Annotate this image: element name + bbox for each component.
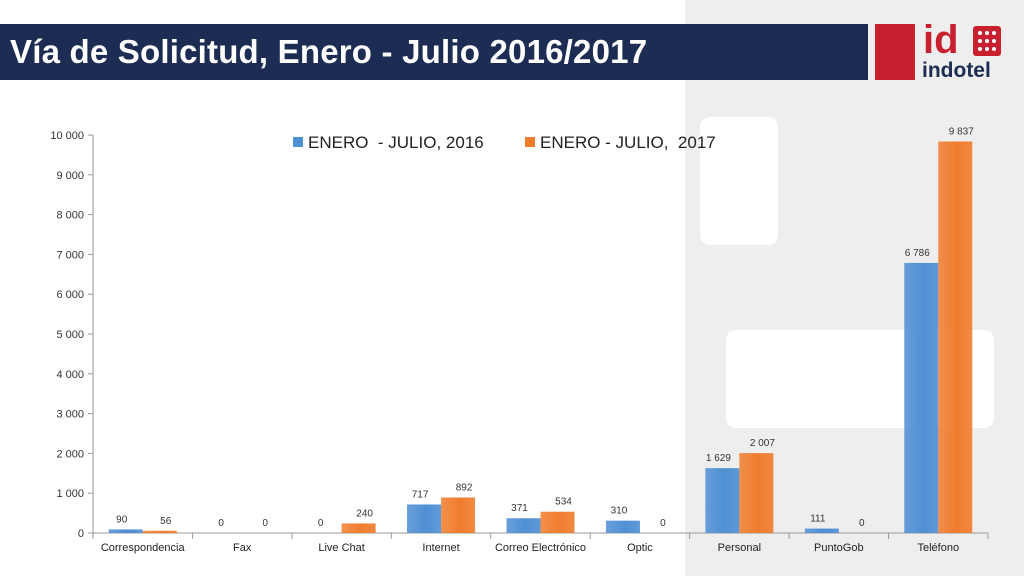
category-label: Correspondencia (101, 542, 186, 554)
y-tick-label: 7 000 (56, 249, 84, 261)
legend-label: ENERO - JULIO, 2016 (308, 133, 484, 152)
keypad-icon (973, 26, 1001, 56)
logo-mark: id (923, 18, 959, 62)
data-label: 1 629 (706, 453, 731, 464)
data-label: 111 (810, 514, 826, 525)
bar-2017 (540, 511, 575, 533)
bar-2016 (108, 529, 143, 533)
category-label: Correo Electrónico (495, 542, 586, 554)
background-panel-cutout (700, 117, 778, 245)
page-title: Vía de Solicitud, Enero - Julio 2016/201… (10, 33, 648, 70)
title-bar: Vía de Solicitud, Enero - Julio 2016/201… (0, 24, 868, 80)
data-label: 90 (116, 514, 128, 525)
data-label: 2 007 (750, 438, 775, 449)
data-label: 0 (262, 518, 268, 529)
data-label: 310 (611, 506, 628, 517)
logo-red-block (875, 24, 915, 80)
bar-2016 (407, 504, 442, 533)
data-label: 0 (318, 518, 324, 529)
category-label: Optic (627, 542, 653, 554)
data-label: 240 (356, 508, 373, 519)
logo-name: indotel (922, 59, 991, 82)
bar-2016 (804, 528, 839, 533)
data-label: 892 (456, 482, 473, 493)
data-label: 371 (511, 503, 528, 514)
indotel-logo: id indotel (875, 18, 1005, 84)
data-label: 534 (555, 497, 572, 508)
chart-bars (108, 141, 973, 533)
data-label: 717 (412, 489, 429, 500)
category-label: Teléfono (917, 542, 959, 554)
data-label: 9 837 (949, 126, 974, 137)
y-tick-label: 5 000 (56, 329, 84, 341)
data-label: 0 (218, 518, 224, 529)
data-label: 0 (859, 518, 865, 529)
y-tick-label: 9 000 (56, 170, 84, 182)
bar-2016 (506, 518, 541, 533)
y-tick-label: 8 000 (56, 210, 84, 222)
bar-2017 (341, 523, 376, 533)
data-label: 56 (160, 516, 172, 527)
category-label: Fax (233, 542, 252, 554)
y-tick-label: 3 000 (56, 409, 84, 421)
y-tick-label: 2 000 (56, 448, 84, 460)
data-label: 6 786 (905, 248, 930, 259)
category-label: Personal (718, 542, 761, 554)
category-label: PuntoGob (814, 542, 864, 554)
legend-label: ENERO - JULIO, 2017 (540, 133, 716, 152)
chart-legend: ENERO - JULIO, 2016 ENERO - JULIO, 2017 (293, 133, 716, 152)
bar-2017 (739, 453, 774, 533)
bar-2017 (142, 530, 177, 533)
bar-2016 (605, 520, 640, 533)
category-label: Live Chat (318, 542, 364, 554)
bar-2017 (938, 141, 973, 533)
legend-swatch (293, 137, 303, 147)
bar-2016 (705, 468, 740, 533)
legend-swatch (525, 137, 535, 147)
bar-2016 (904, 262, 939, 533)
chart-labels: Correspondencia 90 56 Fax 0 0 Live Chat 0 240 Int… (101, 126, 974, 554)
chart-axes: 0 1 000 2 000 3 000 4 000 5 000 6 000 7 000 8 00… (50, 130, 989, 540)
y-tick-label: 0 (78, 528, 84, 540)
y-tick-label: 1 000 (56, 488, 84, 500)
y-tick-label: 6 000 (56, 289, 84, 301)
y-tick-label: 4 000 (56, 369, 84, 381)
y-tick-label: 10 000 (50, 130, 84, 142)
data-label: 0 (660, 518, 666, 529)
category-label: Internet (422, 542, 459, 554)
bar-2017 (441, 497, 476, 533)
